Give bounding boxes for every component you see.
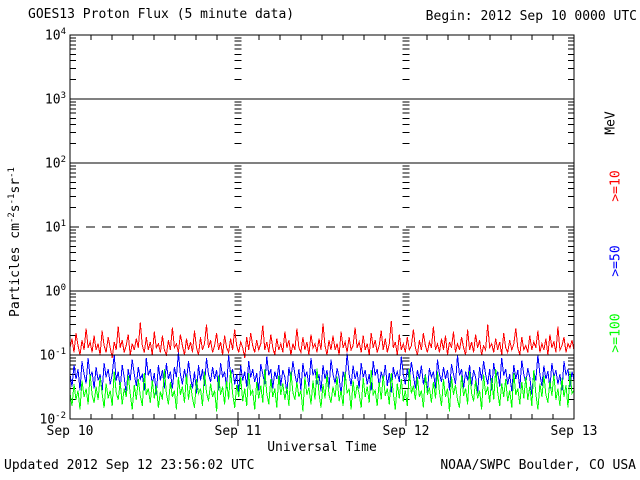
x-tick-label: Sep 12: [382, 424, 430, 439]
legend-label-100: >=100: [608, 313, 624, 353]
x-tick-label: Sep 11: [214, 424, 262, 439]
begin-time-label: Begin: 2012 Sep 10 0000 UTC: [425, 9, 637, 24]
chart-title: GOES13 Proton Flux (5 minute data): [28, 7, 295, 22]
y-tick-label: 100: [44, 283, 66, 300]
x-axis-title: Universal Time: [267, 440, 377, 455]
updated-timestamp: Updated 2012 Sep 12 23:56:02 UTC: [4, 458, 255, 473]
y-tick-label: 104: [44, 27, 66, 44]
x-tick-label: Sep 13: [550, 424, 598, 439]
y-tick-label: 102: [44, 155, 66, 172]
x-tick-label: Sep 10: [46, 424, 94, 439]
y-tick-label: 10-1: [39, 347, 67, 364]
legend-label-50: >=50: [608, 245, 624, 277]
source-label: NOAA/SWPC Boulder, CO USA: [440, 458, 636, 473]
legend-label-10: >=10: [608, 170, 624, 202]
y-tick-label: 101: [44, 219, 66, 236]
y-tick-label: 10-2: [39, 411, 67, 428]
unit-label-mev: MeV: [603, 111, 619, 135]
y-tick-label: 103: [44, 91, 66, 108]
